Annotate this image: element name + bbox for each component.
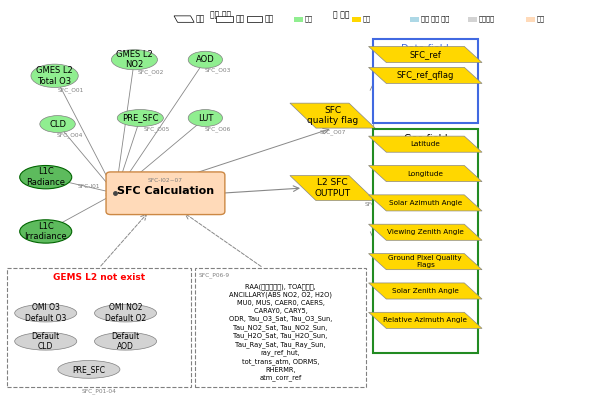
Text: GEMS L2 not exist: GEMS L2 not exist	[53, 273, 145, 282]
Text: Ground Pixel Quality
Flags: Ground Pixel Quality Flags	[388, 255, 462, 268]
Text: 색 구분: 색 구분	[333, 11, 350, 19]
FancyBboxPatch shape	[372, 39, 478, 123]
Text: 출력 직후 입력: 출력 직후 입력	[421, 16, 449, 22]
Ellipse shape	[15, 304, 77, 322]
FancyBboxPatch shape	[372, 129, 478, 353]
Text: SFC_O03: SFC_O03	[204, 68, 230, 73]
Text: 출력: 출력	[362, 16, 371, 22]
Text: OMI NO2
Default O2: OMI NO2 Default O2	[105, 303, 146, 323]
Text: SFC_O07: SFC_O07	[320, 129, 346, 135]
Ellipse shape	[111, 50, 157, 70]
Text: SFC_O04: SFC_O04	[57, 132, 83, 138]
Text: Default
CLD: Default CLD	[31, 332, 60, 351]
Text: Longitude: Longitude	[407, 171, 443, 177]
Text: Solar Zenith Angle: Solar Zenith Angle	[392, 288, 459, 294]
Ellipse shape	[58, 360, 120, 378]
Text: SFC_O05: SFC_O05	[143, 126, 170, 132]
Text: SFC_O02: SFC_O02	[137, 69, 164, 75]
Text: 입력: 입력	[305, 16, 312, 22]
Text: 도형 구분: 도형 구분	[210, 11, 230, 19]
FancyBboxPatch shape	[195, 268, 365, 387]
Polygon shape	[290, 103, 375, 128]
Ellipse shape	[15, 333, 77, 350]
Text: Geo field: Geo field	[403, 134, 447, 144]
Text: SFC_P06-9: SFC_P06-9	[199, 272, 230, 278]
FancyBboxPatch shape	[352, 17, 361, 21]
Text: Solar Azimuth Angle: Solar Azimuth Angle	[388, 200, 462, 206]
Text: SFC Calculation: SFC Calculation	[117, 186, 214, 196]
Ellipse shape	[40, 115, 75, 132]
Text: 변수: 변수	[196, 15, 205, 23]
FancyBboxPatch shape	[7, 268, 191, 387]
Ellipse shape	[94, 333, 157, 350]
Text: PRE_SFC: PRE_SFC	[72, 365, 105, 374]
Text: PRE_SFC: PRE_SFC	[122, 113, 159, 123]
Text: SFC_O08: SFC_O08	[365, 202, 391, 207]
Text: SFC_O06: SFC_O06	[204, 126, 230, 132]
Text: OMI O3
Default O3: OMI O3 Default O3	[25, 303, 67, 323]
FancyBboxPatch shape	[526, 17, 535, 21]
Ellipse shape	[20, 220, 72, 243]
Polygon shape	[368, 254, 482, 270]
Ellipse shape	[188, 110, 223, 126]
Polygon shape	[368, 283, 482, 299]
FancyBboxPatch shape	[468, 17, 477, 21]
Text: SFC_O01: SFC_O01	[58, 87, 84, 93]
Text: L1C
Irradiance: L1C Irradiance	[24, 222, 67, 241]
Text: L2 SFC
OUTPUT: L2 SFC OUTPUT	[314, 178, 350, 198]
Text: SFC-I02~07: SFC-I02~07	[148, 178, 183, 183]
Polygon shape	[368, 166, 482, 181]
Polygon shape	[368, 312, 482, 328]
Text: Default
AOD: Default AOD	[112, 332, 140, 351]
Text: L1C
Radiance: L1C Radiance	[26, 167, 65, 187]
Text: GMES L2
Total O3: GMES L2 Total O3	[36, 66, 73, 85]
Ellipse shape	[31, 64, 78, 87]
Polygon shape	[174, 16, 194, 22]
Polygon shape	[368, 47, 482, 62]
Polygon shape	[368, 224, 482, 240]
Polygon shape	[368, 136, 482, 152]
Text: SFC-I01: SFC-I01	[78, 184, 100, 190]
Text: Latitude: Latitude	[410, 141, 440, 147]
Text: SFC_ref_qflag: SFC_ref_qflag	[397, 71, 454, 80]
Text: AOD: AOD	[196, 55, 215, 64]
Text: RAA(상대방위각), TOA반사도,
ANCILLARY(ABS NO2, O2, H2O)
MU0, MUS, CAER0, CAERS,
CARAY0, : RAA(상대방위각), TOA반사도, ANCILLARY(ABS NO2, O…	[229, 284, 332, 381]
Text: Data field: Data field	[402, 44, 449, 54]
Polygon shape	[368, 67, 482, 83]
Text: 파일: 파일	[236, 15, 245, 23]
FancyBboxPatch shape	[216, 16, 233, 22]
Text: SFC
quality flag: SFC quality flag	[307, 106, 358, 125]
Polygon shape	[368, 195, 482, 211]
Text: SFC_ref: SFC_ref	[409, 50, 441, 59]
Text: GMES L2
NO2: GMES L2 NO2	[116, 50, 153, 69]
Text: CLD: CLD	[49, 119, 66, 128]
Text: 실행: 실행	[265, 15, 274, 23]
Ellipse shape	[188, 51, 223, 68]
FancyBboxPatch shape	[294, 17, 303, 21]
Ellipse shape	[117, 110, 163, 126]
FancyBboxPatch shape	[410, 17, 419, 21]
Text: SFC_P01-04: SFC_P01-04	[81, 388, 116, 394]
Text: Relative Azimuth Angle: Relative Azimuth Angle	[383, 318, 467, 323]
Text: Viewing Zenith Angle: Viewing Zenith Angle	[387, 229, 464, 235]
Polygon shape	[290, 175, 375, 200]
Text: LUT: LUT	[198, 113, 213, 123]
Ellipse shape	[94, 304, 157, 322]
FancyBboxPatch shape	[106, 172, 225, 215]
FancyBboxPatch shape	[247, 16, 261, 22]
Ellipse shape	[20, 166, 72, 189]
Text: 실행: 실행	[536, 16, 545, 22]
Text: 보조입력: 보조입력	[479, 16, 495, 22]
